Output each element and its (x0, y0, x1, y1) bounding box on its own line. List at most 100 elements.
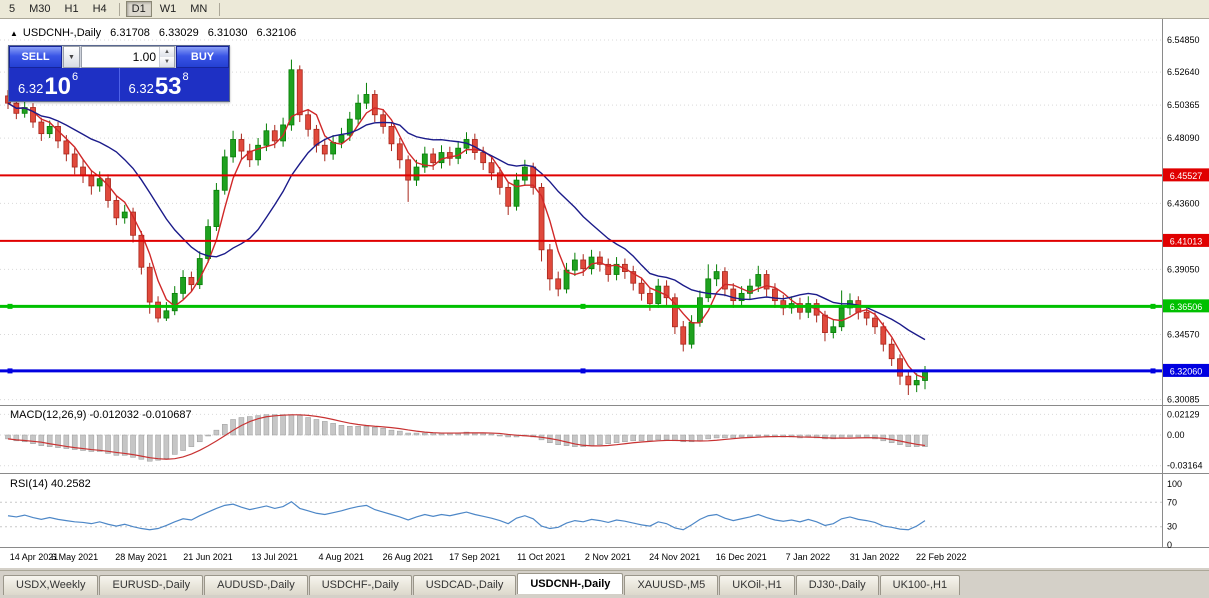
candle-body (705, 278, 712, 299)
macd-histogram-bar (288, 414, 295, 436)
candle-body (555, 278, 562, 290)
candle-body (888, 343, 895, 360)
spinner-up-icon[interactable]: ▲ (160, 47, 174, 57)
macd-histogram-bar (130, 434, 136, 458)
macd-histogram-bar (113, 434, 120, 456)
candle-body (38, 121, 45, 135)
candle-body (88, 175, 95, 187)
date-axis-label: 24 Nov 2021 (649, 552, 700, 562)
macd-histogram-bar (163, 434, 170, 459)
macd-histogram-bar (121, 434, 128, 456)
date-axis-label: 16 Dec 2021 (716, 552, 767, 562)
macd-histogram-bar (638, 434, 645, 442)
price-badge-label: 6.45527 (1170, 171, 1203, 181)
macd-histogram-bar (180, 434, 186, 451)
macd-histogram-bar (855, 434, 862, 438)
chart-tab-usdcad-daily[interactable]: USDCAD-,Daily (412, 575, 517, 595)
candle-body (455, 147, 462, 159)
candle-body (605, 263, 612, 275)
chart-tab-bar: USDX,Weekly EURUSD-,Daily AUDUSD-,Daily USD… (0, 570, 1209, 598)
chart-tab-ukoil-h1[interactable]: UKOil-,H1 (719, 575, 795, 595)
buy-price-prefix: 6.32 (128, 81, 154, 96)
level-handle[interactable] (580, 368, 586, 374)
candle-body (380, 114, 387, 127)
chart-tab-audusd-daily[interactable]: AUDUSD-,Daily (204, 575, 308, 595)
macd-histogram-bar (138, 434, 145, 460)
macd-histogram-bar (822, 434, 828, 440)
sell-button[interactable]: SELL (9, 46, 62, 68)
macd-histogram-bar (905, 434, 912, 447)
candle-body (830, 326, 837, 333)
candle-body (530, 166, 537, 188)
rsi-axis-label: 100 (1167, 479, 1182, 489)
date-axis-label: 22 Feb 2022 (916, 552, 967, 562)
candle-body (346, 118, 353, 136)
candle-body (363, 94, 370, 104)
chart-tab-usdchf-daily[interactable]: USDCHF-,Daily (308, 575, 412, 595)
date-axis-label: 13 Jul 2021 (251, 552, 298, 562)
collapse-arrow-icon[interactable]: ▲ (10, 29, 18, 38)
candle-body (546, 249, 553, 280)
chart-tab-dj30-daily[interactable]: DJ30-,Daily (795, 575, 879, 595)
macd-histogram-bar (322, 421, 328, 436)
chart-tab-usdcnh-daily[interactable]: USDCNH-,Daily (517, 573, 624, 594)
timeframe-button-m30[interactable]: M30 (29, 3, 51, 15)
chart-tab-usdx-weekly[interactable]: USDX,Weekly (3, 575, 99, 595)
macd-histogram-bar (680, 434, 686, 443)
timeframe-button-mn[interactable]: MN (190, 3, 208, 15)
lot-size-input[interactable] (82, 47, 159, 67)
macd-label: MACD(12,26,9) -0.012032 -0.010687 (10, 409, 192, 421)
macd-histogram-bar (597, 434, 603, 445)
candle-body (438, 152, 445, 164)
level-handle[interactable] (1150, 368, 1156, 374)
chart-tab-eurusd-daily[interactable]: EURUSD-,Daily (99, 575, 204, 595)
timeframe-button-h1[interactable]: H1 (64, 3, 79, 15)
ma-slow-line (7, 102, 926, 341)
level-handle[interactable] (7, 303, 13, 309)
candle-body (30, 107, 36, 123)
candle-body (680, 326, 687, 345)
macd-histogram-bar (363, 426, 370, 436)
macd-histogram-bar (196, 434, 203, 443)
macd-histogram-bar (105, 434, 111, 454)
candle-body (863, 311, 870, 319)
chart-tab-xauusd-m5[interactable]: XAUUSD-,M5 (624, 575, 719, 595)
macd-histogram-bar (613, 434, 620, 444)
level-handle[interactable] (580, 303, 586, 309)
macd-axis-label: 0.02129 (1167, 409, 1200, 419)
macd-histogram-bar (755, 434, 762, 437)
candle-body (371, 94, 378, 116)
buy-price[interactable]: 6.32 53 8 (120, 68, 230, 101)
date-axis-label: 4 Aug 2021 (319, 552, 365, 562)
chart-tab-uk100-h1[interactable]: UK100-,H1 (879, 575, 961, 595)
timeframe-button-h4[interactable]: H4 (92, 3, 107, 15)
buy-button[interactable]: BUY (176, 46, 229, 68)
macd-histogram-bar (80, 434, 86, 451)
candle-body (105, 178, 111, 201)
macd-histogram-bar (605, 434, 611, 444)
candle-body (588, 256, 595, 270)
sell-price[interactable]: 6.32 10 6 (9, 68, 119, 101)
candle-body (747, 285, 753, 294)
timeframe-button-d1[interactable]: D1 (125, 1, 152, 17)
macd-histogram-bar (713, 434, 720, 439)
level-handle[interactable] (1150, 303, 1156, 309)
macd-histogram-bar (563, 434, 570, 446)
price-tick-label: 6.39050 (1167, 264, 1200, 274)
price-badge-label: 6.32060 (1170, 366, 1203, 376)
lot-dropdown-icon[interactable]: ▼ (63, 46, 80, 68)
macd-histogram-bar (305, 417, 311, 436)
candle-body (230, 139, 236, 158)
level-handle[interactable] (7, 368, 13, 374)
macd-histogram-bar (730, 434, 737, 439)
sell-price-sup: 6 (72, 71, 79, 83)
macd-histogram-bar (313, 419, 320, 436)
candle-body (305, 114, 312, 130)
candle-body (288, 69, 295, 126)
timeframe-button-5[interactable]: 5 (9, 3, 16, 15)
candle-body (480, 152, 487, 164)
timeframe-button-w1[interactable]: W1 (159, 3, 177, 15)
spinner-down-icon[interactable]: ▼ (160, 57, 174, 67)
candle-body (396, 143, 403, 161)
